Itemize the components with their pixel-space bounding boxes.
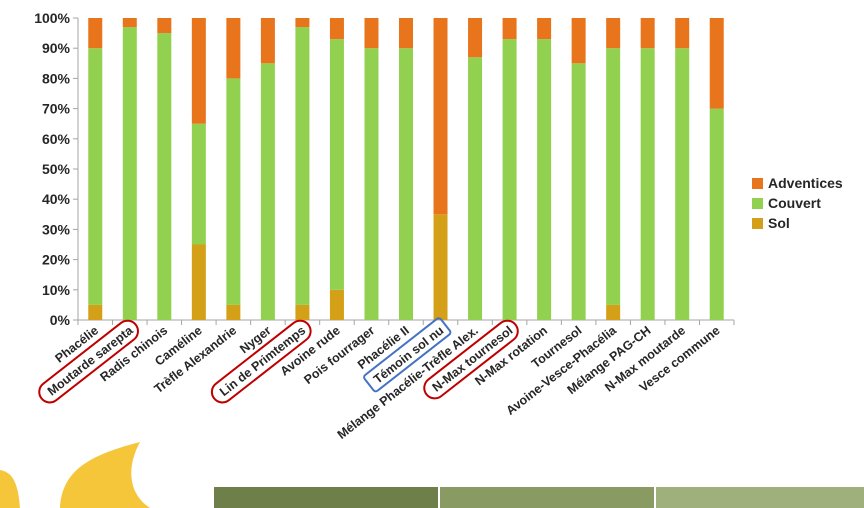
bar-segment-couvert xyxy=(157,33,172,320)
bar-segment-couvert xyxy=(329,39,344,290)
bar-segment-adventices xyxy=(399,18,413,49)
y-tick-label: 90% xyxy=(42,40,71,56)
y-tick-label: 20% xyxy=(42,252,71,268)
y-tick-label: 30% xyxy=(42,221,71,237)
bars xyxy=(88,18,724,321)
y-tick-label: 0% xyxy=(50,312,71,328)
bar-segment-adventices xyxy=(675,18,690,49)
highlight-ovals xyxy=(38,317,519,404)
bar-segment-adventices xyxy=(295,18,310,28)
y-tick-label: 100% xyxy=(34,10,70,26)
bar-segment-adventices xyxy=(468,18,483,58)
yellow-flame-decoration xyxy=(0,442,150,508)
bar-segment-couvert xyxy=(640,48,655,320)
y-tick-label: 50% xyxy=(42,161,71,177)
legend: Adventices Couvert Sol xyxy=(752,175,843,231)
bar-segment-couvert xyxy=(191,123,206,245)
bar-segment-sol xyxy=(329,289,344,320)
bar-segment-adventices xyxy=(226,18,241,79)
legend-swatch-sol xyxy=(752,218,763,229)
bar-segment-adventices xyxy=(157,18,172,34)
bar-segment-adventices xyxy=(191,18,206,124)
bar-segment-couvert xyxy=(260,63,275,321)
photo-2 xyxy=(440,487,654,508)
bar-segment-couvert xyxy=(537,39,552,320)
highlight-oval-red xyxy=(423,319,519,400)
bar-segment-couvert xyxy=(709,108,724,320)
bar-segment-couvert xyxy=(468,57,483,320)
bar-segment-adventices xyxy=(502,18,517,40)
bar-segment-adventices xyxy=(571,18,586,64)
bar-segment-couvert xyxy=(122,27,137,321)
bar-segment-sol xyxy=(226,304,241,320)
bar-segment-adventices xyxy=(329,18,344,40)
photo-strip xyxy=(214,487,864,508)
bar-segment-sol xyxy=(295,304,310,320)
legend-label-adventices: Adventices xyxy=(768,175,843,191)
bar-segment-adventices xyxy=(260,18,275,64)
y-tick-label: 70% xyxy=(42,101,71,117)
bar-segment-adventices xyxy=(364,18,379,49)
bar-segment-sol xyxy=(88,304,103,320)
bar-segment-couvert xyxy=(295,27,310,305)
bar-segment-couvert xyxy=(606,48,621,305)
bar-segment-sol xyxy=(191,244,206,320)
bar-segment-adventices xyxy=(709,18,724,109)
bar-segment-couvert xyxy=(399,48,413,320)
y-tick-label: 40% xyxy=(42,191,71,207)
bar-segment-couvert xyxy=(502,39,517,320)
bar-segment-adventices xyxy=(433,18,448,215)
bar-segment-couvert xyxy=(675,48,690,320)
highlight-box-blue xyxy=(363,317,452,393)
bar-segment-adventices xyxy=(122,18,137,28)
bar-segment-sol xyxy=(606,304,621,320)
y-tick-label: 80% xyxy=(42,70,71,86)
y-tick-label: 60% xyxy=(42,131,71,147)
bar-segment-couvert xyxy=(226,78,241,305)
bar-segment-adventices xyxy=(640,18,655,49)
bar-segment-couvert xyxy=(364,48,379,320)
photo-1 xyxy=(214,487,438,508)
legend-swatch-adventices xyxy=(752,178,763,189)
highlight-oval-red xyxy=(38,319,139,404)
y-tick-labels: 0% 10% 20% 30% 40% 50% 60% 70% 80% 90% 100% xyxy=(34,10,735,328)
bar-segment-couvert xyxy=(571,63,586,321)
bar-segment-adventices xyxy=(606,18,621,49)
highlight-oval-red xyxy=(210,319,312,404)
y-tick-label: 10% xyxy=(42,282,71,298)
bar-segment-adventices xyxy=(537,18,552,40)
photo-3 xyxy=(656,487,864,508)
legend-label-sol: Sol xyxy=(768,215,790,231)
legend-swatch-couvert xyxy=(752,198,763,209)
bar-segment-adventices xyxy=(88,18,103,49)
bar-segment-sol xyxy=(433,214,448,320)
legend-label-couvert: Couvert xyxy=(768,195,821,211)
bar-segment-couvert xyxy=(88,48,103,305)
